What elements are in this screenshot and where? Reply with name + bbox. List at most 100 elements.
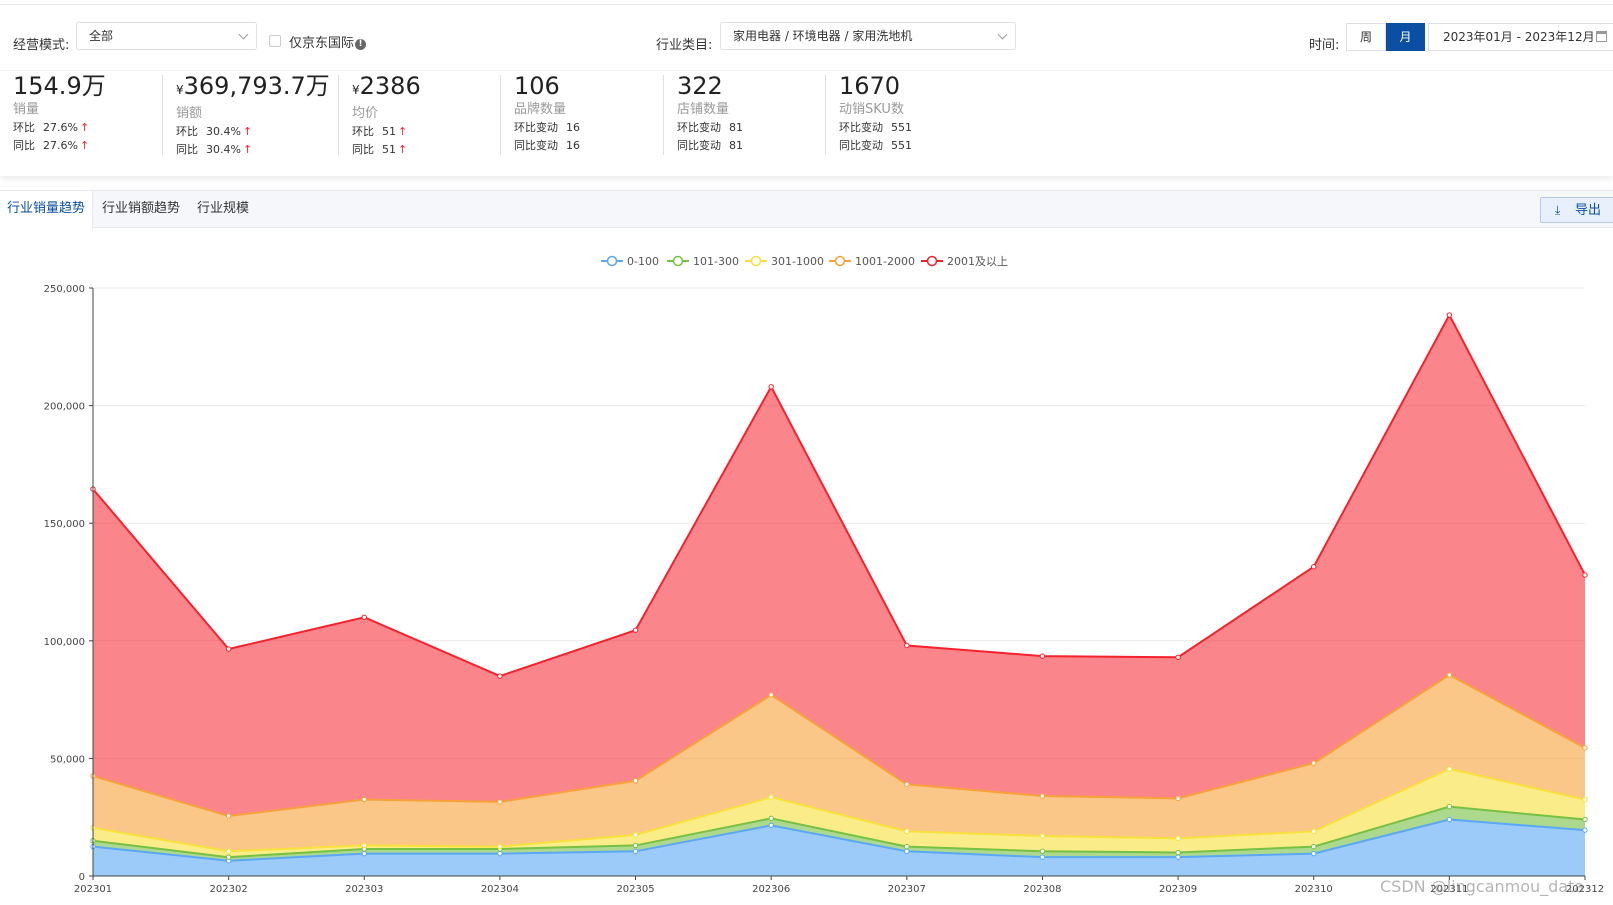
data-point [768, 794, 774, 800]
metric-name: 均价 [352, 106, 379, 121]
data-point [497, 673, 503, 679]
x-tick-label: 202309 [1159, 884, 1197, 895]
data-point [225, 854, 232, 860]
data-point [1039, 848, 1046, 855]
chevron-down-icon [997, 29, 1008, 40]
data-point [1582, 796, 1588, 803]
data-point [768, 822, 774, 829]
area-1001-2000 [93, 674, 1585, 852]
data-point [1039, 793, 1046, 799]
data-point [1175, 654, 1181, 660]
data-point [1175, 849, 1181, 856]
arrow-up-icon: ↑ [242, 143, 253, 156]
stacked-area-chart: 0 50,000 100,000 150,000 200,000 250,000 20230… [44, 255, 1604, 895]
data-point [361, 850, 367, 857]
metric-store-count: 322 店铺数量 环比变动 81 同比变动 81 [677, 71, 743, 159]
data-point [632, 842, 639, 849]
legend-label-301-1000: 301-1000 [771, 255, 824, 268]
metric-mom: 环比变动 16 [514, 121, 580, 134]
data-point [904, 642, 910, 649]
data-point [1446, 766, 1453, 772]
download-icon: ⤓ [1555, 203, 1561, 217]
metric-value: ¥2386 [352, 72, 421, 100]
legend-label-0-100: 0-100 [627, 255, 659, 268]
metric-name: 销额 [176, 106, 203, 121]
metric-yoy: 同比 30.4% ↑ [176, 143, 253, 156]
industry-select[interactable]: 家用电器 / 环境电器 / 家用洗地机 [720, 22, 1016, 50]
tab-bar: 行业销量趋势 行业销额趋势 行业规模 ⤓ 导出 [0, 190, 1613, 229]
data-point [497, 850, 503, 857]
x-tick-label: 202312 [1566, 884, 1604, 895]
legend-marker-101-300 [672, 255, 684, 267]
metric-mom: 环比变动 551 [839, 121, 912, 134]
mode-select-value: 全部 [89, 29, 114, 43]
top-border [0, 0, 1613, 5]
calendar-icon [1596, 31, 1607, 42]
divider [162, 75, 163, 155]
industry-label: 行业类目: [656, 38, 713, 53]
divider [663, 75, 664, 155]
date-range-value: 2023年01月 - 2023年12月 [1443, 30, 1595, 44]
data-point [768, 692, 774, 698]
export-button[interactable]: ⤓ 导出 [1540, 197, 1613, 223]
series-line-0-100 [92, 818, 1586, 862]
legend-marker-2001及以上 [926, 255, 938, 267]
mode-select[interactable]: 全部 [76, 22, 257, 50]
month-button[interactable]: 月 [1386, 23, 1425, 51]
x-tick-label: 202303 [345, 884, 383, 895]
tab-sales-amount-trend[interactable]: 行业销额趋势 [102, 201, 181, 216]
series-line-301-1000 [92, 767, 1586, 853]
tab-sales-volume-trend[interactable]: 行业销量趋势 [0, 191, 94, 229]
legend-marker-301-1000 [750, 255, 762, 267]
metric-sales-amount: ¥369,793.7万 销额 环比 30.4% ↑ 同比 30.4% ↑ [176, 71, 330, 159]
metric-yoy: 同比变动 551 [839, 139, 912, 152]
data-point [632, 778, 639, 784]
metric-name: 店铺数量 [677, 102, 730, 117]
date-range-picker[interactable]: 2023年01月 - 2023年12月 [1428, 23, 1613, 51]
data-point [1311, 760, 1317, 766]
data-point [1311, 850, 1317, 857]
divider [500, 75, 501, 155]
industry-select-value: 家用电器 / 环境电器 / 家用洗地机 [733, 29, 913, 43]
data-point [1311, 828, 1317, 835]
week-button[interactable]: 周 [1346, 23, 1386, 51]
jd-intl-checkbox[interactable] [269, 35, 281, 47]
y-tick-label: 250,000 [44, 284, 85, 295]
divider [825, 75, 826, 155]
data-point [361, 796, 367, 803]
x-tick-label: 202305 [616, 884, 654, 895]
arrow-up-icon: ↑ [398, 143, 408, 156]
legend-label-1001-2000: 1001-2000 [855, 255, 915, 268]
legend-label-2001及以上: 2001及以上 [947, 255, 1008, 268]
y-tick-label: 100,000 [44, 637, 85, 648]
x-tick-label: 202306 [752, 884, 790, 895]
x-tick-label: 202304 [481, 884, 519, 895]
data-point [904, 781, 910, 787]
data-point [1582, 827, 1588, 833]
metric-sales-volume: 154.9万 销量 环比 27.6% ↑ 同比 27.6% ↑ [13, 71, 106, 159]
data-point [1446, 672, 1453, 678]
legend-marker-1001-2000 [834, 255, 846, 267]
filter-bar: 经营模式: 全部 仅京东国际! 行业类目: 家用电器 / 环境电器 / 家用洗地… [0, 5, 1613, 71]
data-point [1311, 564, 1317, 570]
metric-yoy: 同比 51 ↑ [352, 143, 408, 156]
info-icon[interactable]: ! [355, 39, 367, 50]
data-point [768, 815, 774, 822]
metric-mom: 环比 30.4% ↑ [176, 125, 253, 138]
metric-mom: 环比变动 81 [677, 121, 743, 134]
data-point [1582, 816, 1588, 823]
data-point [361, 614, 367, 620]
data-point [632, 627, 639, 633]
arrow-up-icon: ↑ [242, 125, 253, 138]
legend-label-101-300: 101-300 [693, 255, 739, 268]
x-tick-label: 202311 [1430, 884, 1468, 895]
x-tick-label: 202308 [1023, 884, 1061, 895]
data-point [225, 646, 232, 652]
tab-industry-scale[interactable]: 行业规模 [197, 201, 250, 216]
metric-name: 品牌数量 [514, 102, 567, 117]
data-point [1582, 572, 1588, 578]
x-tick-label: 202310 [1295, 884, 1333, 895]
area-2001及以上 [93, 315, 1585, 817]
series-line-2001及以上 [92, 312, 1586, 678]
x-tick-label: 202307 [888, 884, 926, 895]
